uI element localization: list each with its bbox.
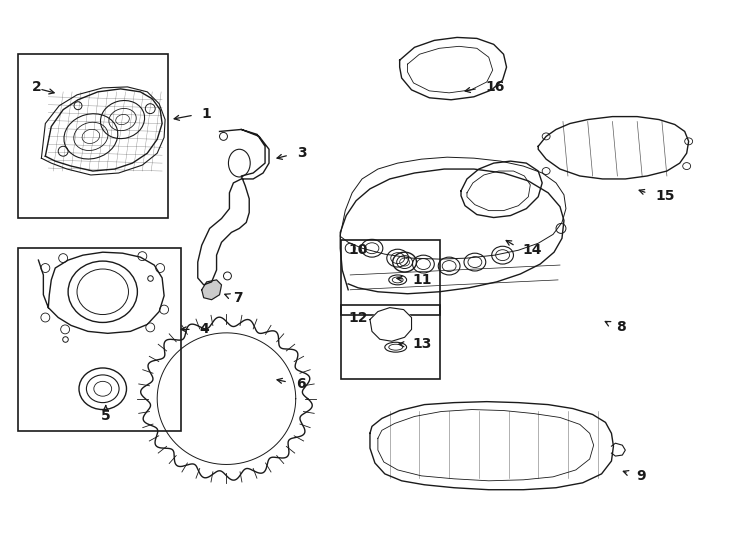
- Text: 3: 3: [297, 146, 306, 160]
- Bar: [18, 54, 168, 218]
- Polygon shape: [46, 89, 162, 171]
- Text: 9: 9: [636, 469, 646, 483]
- Text: 7: 7: [233, 291, 243, 305]
- Text: 11: 11: [413, 273, 432, 287]
- Polygon shape: [370, 402, 614, 490]
- Text: 4: 4: [200, 322, 209, 336]
- Polygon shape: [370, 308, 412, 341]
- Polygon shape: [202, 280, 222, 300]
- Text: 6: 6: [296, 377, 305, 391]
- Bar: [341, 305, 440, 379]
- Text: 5: 5: [101, 409, 111, 423]
- Polygon shape: [141, 317, 312, 480]
- Polygon shape: [341, 157, 566, 259]
- Polygon shape: [38, 252, 164, 333]
- Text: 10: 10: [348, 243, 368, 257]
- Text: 15: 15: [655, 189, 675, 203]
- Text: 16: 16: [486, 80, 505, 94]
- Bar: [18, 248, 181, 431]
- Polygon shape: [461, 161, 542, 218]
- Text: 14: 14: [523, 243, 542, 257]
- Bar: [341, 240, 440, 314]
- Text: 8: 8: [617, 320, 626, 334]
- Polygon shape: [538, 117, 688, 179]
- Text: 2: 2: [32, 80, 41, 94]
- Text: 12: 12: [348, 310, 368, 325]
- Polygon shape: [399, 37, 506, 100]
- Polygon shape: [341, 169, 564, 294]
- Text: 13: 13: [413, 337, 432, 351]
- Polygon shape: [197, 130, 269, 285]
- Text: 1: 1: [202, 106, 211, 120]
